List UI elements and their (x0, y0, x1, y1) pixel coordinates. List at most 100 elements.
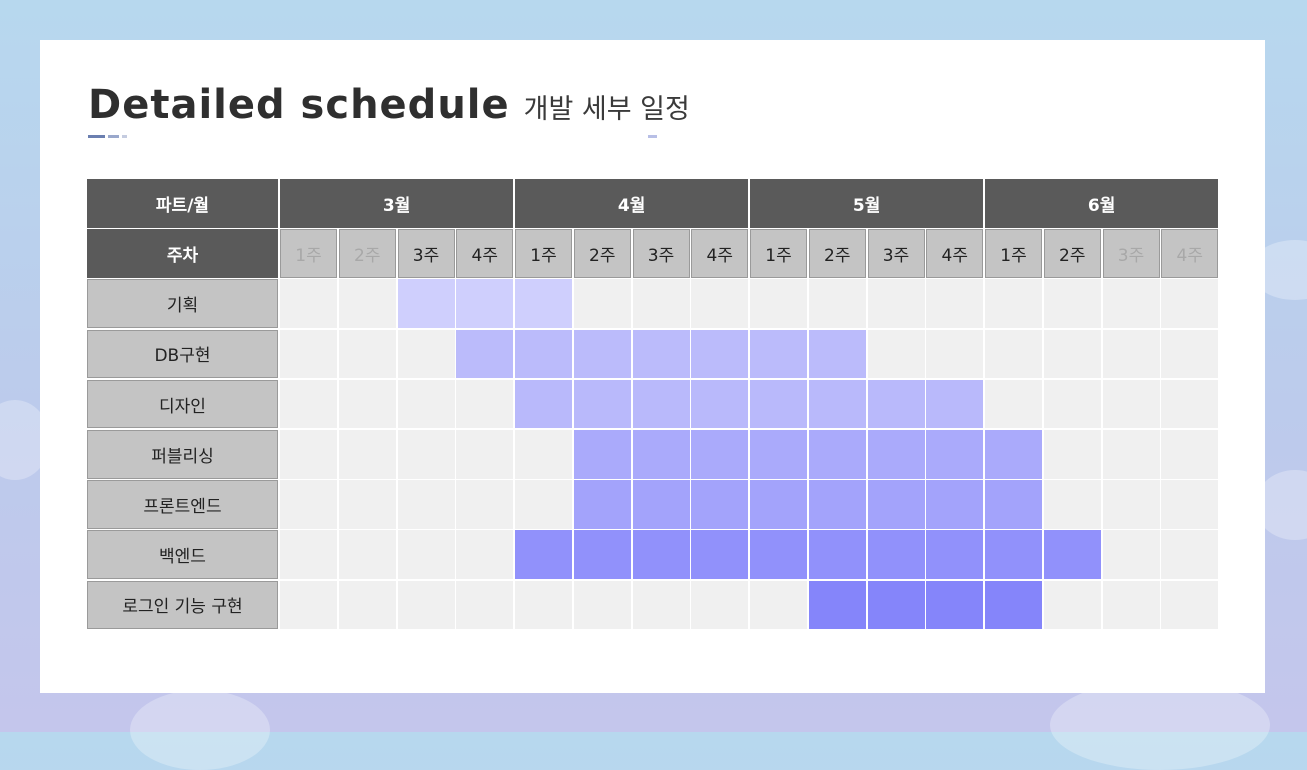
schedule-empty-cell (1102, 530, 1160, 579)
schedule-bar-cell (515, 530, 572, 579)
schedule-bar-cell (632, 480, 690, 529)
week-cell: 3주 (867, 229, 925, 278)
schedule-bar-cell (573, 480, 631, 529)
schedule-empty-cell (867, 329, 925, 379)
schedule-bar-cell (926, 480, 984, 529)
cloud-decoration (130, 690, 270, 770)
schedule-empty-cell (456, 580, 514, 630)
schedule-empty-cell (338, 430, 396, 479)
schedule-bar-cell (691, 329, 749, 379)
task-label: 프론트엔드 (87, 480, 278, 529)
schedule-bar-cell (926, 430, 984, 479)
schedule-bar-cell (750, 379, 807, 429)
week-cell: 3주 (397, 229, 455, 278)
schedule-empty-cell (691, 580, 749, 630)
task-label: 로그인 기능 구현 (87, 580, 278, 630)
schedule-empty-cell (1102, 379, 1160, 429)
schedule-empty-cell (750, 279, 807, 328)
schedule-bar-cell (1043, 530, 1101, 579)
month-header: 4월 (515, 179, 749, 228)
schedule-empty-cell (280, 329, 337, 379)
week-cell: 1주 (280, 229, 337, 278)
schedule-empty-cell (985, 329, 1042, 379)
schedule-bar-cell (456, 279, 514, 328)
schedule-bar-cell (632, 329, 690, 379)
schedule-empty-cell (1161, 530, 1219, 579)
schedule-empty-cell (1102, 430, 1160, 479)
schedule-bar-cell (573, 379, 631, 429)
schedule-empty-cell (1102, 580, 1160, 630)
week-cell: 2주 (808, 229, 866, 278)
schedule-bar-cell (632, 530, 690, 579)
week-cell: 1주 (985, 229, 1042, 278)
schedule-empty-cell (338, 580, 396, 630)
schedule-empty-cell (985, 379, 1042, 429)
schedule-bar-cell (808, 329, 866, 379)
month-header: 3월 (280, 179, 514, 228)
schedule-empty-cell (1043, 279, 1101, 328)
schedule-empty-cell (515, 430, 572, 479)
schedule-empty-cell (1161, 480, 1219, 529)
part-month-header: 파트/월 (87, 179, 278, 228)
week-cell: 1주 (750, 229, 807, 278)
schedule-empty-cell (1043, 580, 1101, 630)
schedule-empty-cell (338, 329, 396, 379)
schedule-empty-cell (397, 530, 455, 579)
schedule-bar-cell (750, 329, 807, 379)
schedule-empty-cell (1161, 329, 1219, 379)
schedule-empty-cell (280, 480, 337, 529)
schedule-empty-cell (985, 279, 1042, 328)
schedule-bar-cell (867, 379, 925, 429)
schedule-bar-cell (632, 379, 690, 429)
task-label: 기획 (87, 279, 278, 328)
schedule-empty-cell (338, 530, 396, 579)
schedule-empty-cell (397, 379, 455, 429)
week-header-label: 주차 (87, 229, 278, 278)
schedule-bar-cell (926, 530, 984, 579)
title-korean: 개발 세부 일정 (523, 94, 690, 125)
schedule-bar-cell (573, 430, 631, 479)
schedule-bar-cell (808, 530, 866, 579)
schedule-empty-cell (1043, 329, 1101, 379)
week-cell: 4주 (1161, 229, 1219, 278)
month-header: 5월 (750, 179, 984, 228)
schedule-empty-cell (1102, 279, 1160, 328)
schedule-empty-cell (1161, 580, 1219, 630)
schedule-bar-cell (691, 530, 749, 579)
schedule-empty-cell (1161, 279, 1219, 328)
schedule-bar-cell (985, 430, 1042, 479)
schedule-empty-cell (691, 279, 749, 328)
schedule-bar-cell (515, 329, 572, 379)
schedule-bar-cell (985, 530, 1042, 579)
schedule-bar-cell (926, 379, 984, 429)
schedule-empty-cell (1161, 379, 1219, 429)
schedule-table: 파트/월 3월 4월 5월 6월 주차 1주 2주 3주 4주 1주 2주 3주 4주 1주 2주 3주 4주 1주… (87, 179, 1219, 631)
schedule-bar-cell (750, 430, 807, 479)
schedule-empty-cell (338, 279, 396, 328)
task-label: DB구현 (87, 329, 278, 379)
schedule-bar-cell (397, 279, 455, 328)
week-cell: 2주 (338, 229, 396, 278)
title-underline-decoration (88, 135, 105, 138)
schedule-bar-cell (808, 480, 866, 529)
schedule-bar-cell (867, 580, 925, 630)
schedule-empty-cell (750, 580, 807, 630)
schedule-empty-cell (515, 480, 572, 529)
schedule-empty-cell (926, 329, 984, 379)
schedule-empty-cell (397, 329, 455, 379)
schedule-empty-cell (397, 480, 455, 529)
schedule-empty-cell (1102, 329, 1160, 379)
schedule-empty-cell (280, 530, 337, 579)
schedule-empty-cell (573, 279, 631, 328)
schedule-bar-cell (808, 379, 866, 429)
schedule-bar-cell (985, 480, 1042, 529)
week-cell: 1주 (515, 229, 572, 278)
schedule-empty-cell (456, 530, 514, 579)
schedule-empty-cell (926, 279, 984, 328)
schedule-empty-cell (397, 430, 455, 479)
schedule-empty-cell (280, 580, 337, 630)
schedule-empty-cell (338, 480, 396, 529)
schedule-empty-cell (397, 580, 455, 630)
schedule-bar-cell (750, 480, 807, 529)
schedule-bar-cell (985, 580, 1042, 630)
